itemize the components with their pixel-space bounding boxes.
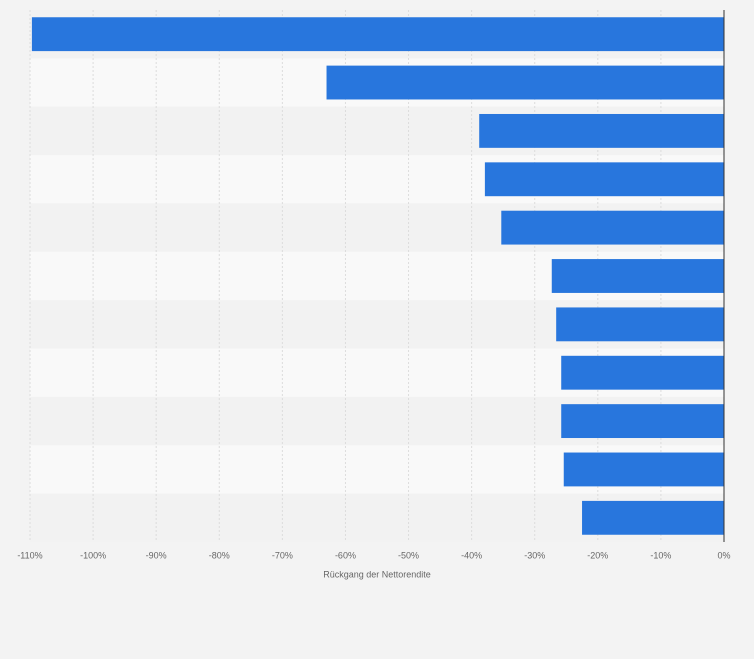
bar	[479, 113, 724, 148]
x-tick-label: -20%	[587, 550, 608, 560]
x-tick-label: -30%	[524, 550, 545, 560]
x-tick-label: -10%	[650, 550, 671, 560]
bar	[556, 307, 724, 342]
x-axis-label: Rückgang der Nettorendite	[323, 569, 431, 579]
bar	[484, 162, 724, 197]
x-tick-label: -70%	[272, 550, 293, 560]
x-tick-label: -80%	[209, 550, 230, 560]
x-tick-label: -110%	[17, 550, 42, 560]
bar	[326, 65, 724, 100]
x-tick-label: 0%	[717, 550, 730, 560]
x-tick-label: -50%	[398, 550, 419, 560]
bar	[551, 259, 724, 293]
bar	[563, 452, 724, 487]
x-tick-label: -60%	[335, 550, 356, 560]
x-tick-label: -100%	[80, 550, 106, 560]
x-tick-label: -40%	[461, 550, 482, 560]
bar	[561, 404, 724, 439]
bar	[31, 17, 725, 52]
x-tick-label: -90%	[146, 550, 167, 560]
bar	[582, 500, 724, 535]
bar	[561, 355, 724, 390]
bar	[501, 210, 724, 245]
